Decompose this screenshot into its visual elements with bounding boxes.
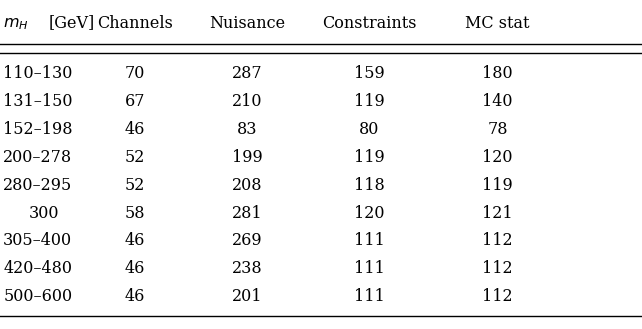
Text: 46: 46 — [125, 289, 145, 305]
Text: 199: 199 — [232, 149, 263, 165]
Text: [GeV]: [GeV] — [48, 14, 94, 32]
Text: Nuisance: Nuisance — [209, 14, 285, 32]
Text: 83: 83 — [237, 121, 257, 138]
Text: 112: 112 — [482, 289, 513, 305]
Text: 112: 112 — [482, 233, 513, 249]
Text: 52: 52 — [125, 149, 145, 165]
Text: 210: 210 — [232, 93, 263, 110]
Text: 300: 300 — [29, 205, 60, 221]
Text: 110–130: 110–130 — [3, 65, 73, 82]
Text: 46: 46 — [125, 121, 145, 138]
Text: 119: 119 — [354, 149, 385, 165]
Text: 120: 120 — [482, 149, 513, 165]
Text: 500–600: 500–600 — [3, 289, 73, 305]
Text: 58: 58 — [125, 205, 145, 221]
Text: MC stat: MC stat — [465, 14, 530, 32]
Text: 269: 269 — [232, 233, 263, 249]
Text: 201: 201 — [232, 289, 263, 305]
Text: 131–150: 131–150 — [3, 93, 73, 110]
Text: 112: 112 — [482, 261, 513, 277]
Text: 46: 46 — [125, 261, 145, 277]
Text: 118: 118 — [354, 177, 385, 193]
Text: 305–400: 305–400 — [3, 233, 73, 249]
Text: $m_H$: $m_H$ — [3, 14, 29, 32]
Text: 120: 120 — [354, 205, 385, 221]
Text: 121: 121 — [482, 205, 513, 221]
Text: 238: 238 — [232, 261, 263, 277]
Text: 111: 111 — [354, 289, 385, 305]
Text: 287: 287 — [232, 65, 263, 82]
Text: 208: 208 — [232, 177, 263, 193]
Text: 80: 80 — [359, 121, 379, 138]
Text: 70: 70 — [125, 65, 145, 82]
Text: 140: 140 — [482, 93, 513, 110]
Text: 200–278: 200–278 — [3, 149, 73, 165]
Text: 420–480: 420–480 — [3, 261, 72, 277]
Text: 111: 111 — [354, 233, 385, 249]
Text: 111: 111 — [354, 261, 385, 277]
Text: 67: 67 — [125, 93, 145, 110]
Text: Constraints: Constraints — [322, 14, 417, 32]
Text: 180: 180 — [482, 65, 513, 82]
Text: 52: 52 — [125, 177, 145, 193]
Text: Channels: Channels — [97, 14, 173, 32]
Text: 119: 119 — [354, 93, 385, 110]
Text: 159: 159 — [354, 65, 385, 82]
Text: 281: 281 — [232, 205, 263, 221]
Text: 78: 78 — [487, 121, 508, 138]
Text: 119: 119 — [482, 177, 513, 193]
Text: 46: 46 — [125, 233, 145, 249]
Text: 152–198: 152–198 — [3, 121, 73, 138]
Text: 280–295: 280–295 — [3, 177, 73, 193]
